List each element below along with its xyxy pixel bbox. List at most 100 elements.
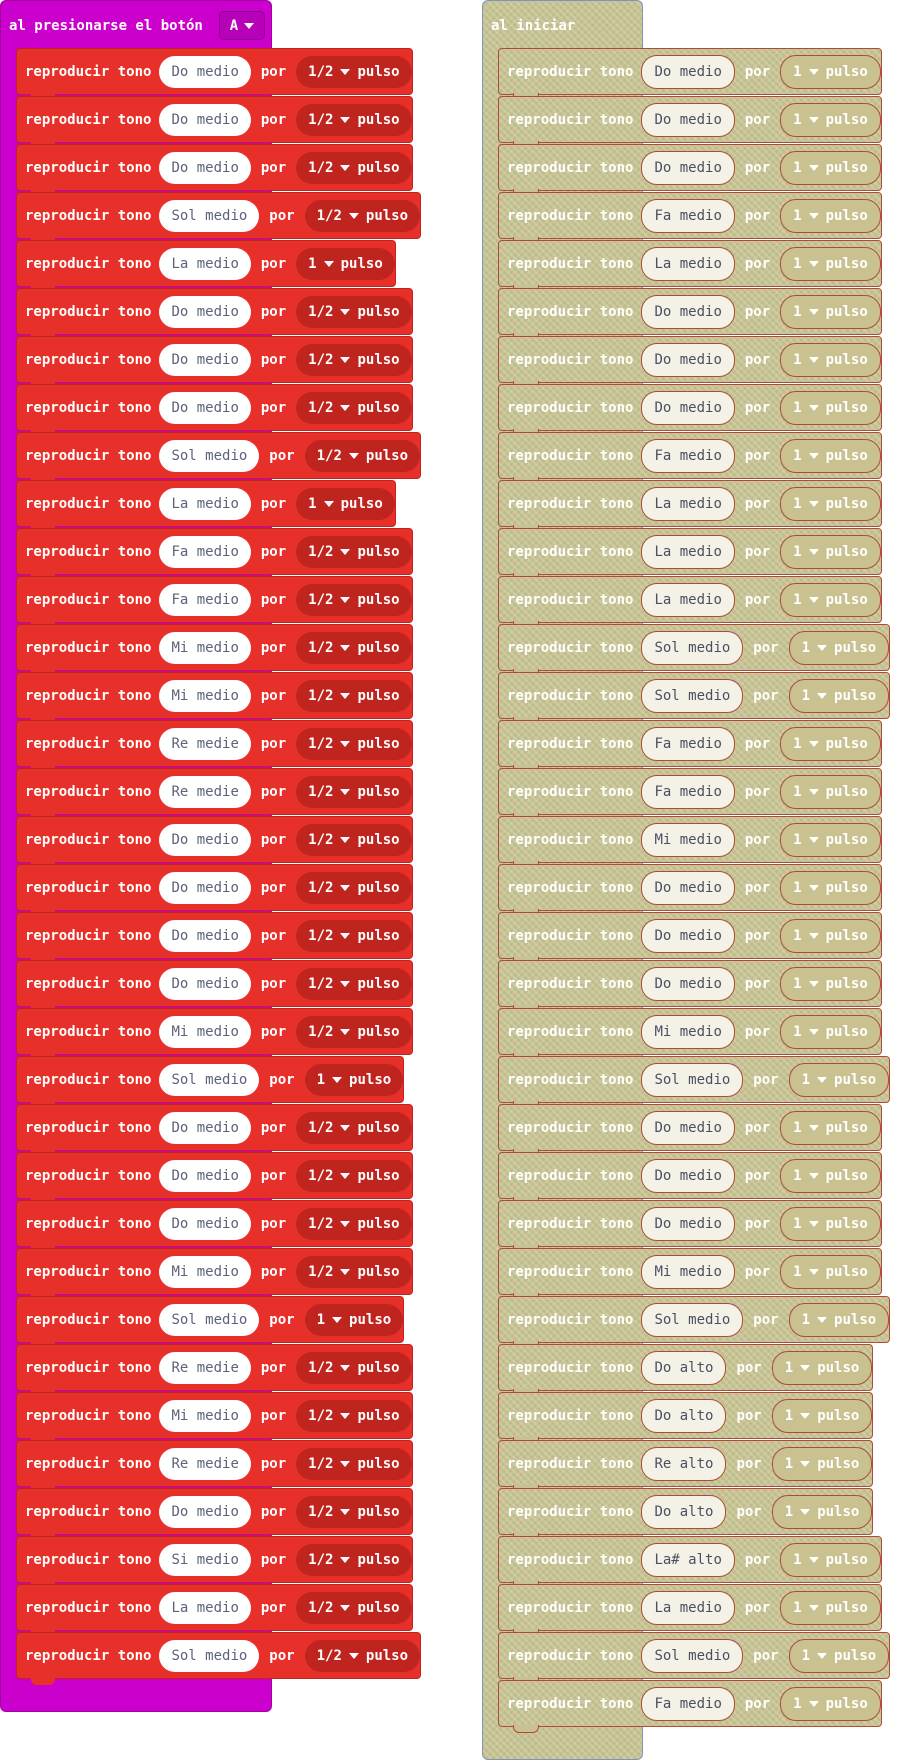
beat-dropdown[interactable]: 1 pulso [780,726,881,761]
play-tone-block[interactable]: reproducir tono Sol medio por 1/2 pulso [16,192,422,245]
note-field[interactable]: Mi medio [159,631,251,664]
beat-dropdown[interactable]: 1 pulso [771,1398,873,1433]
beat-dropdown[interactable]: 1/2 pulso [296,1015,412,1048]
play-tone-block[interactable]: reproducir tono Fa medio por 1 pulso [498,720,882,773]
note-field[interactable]: Do medio [641,1110,735,1145]
beat-dropdown[interactable]: 1/2 pulso [296,1543,412,1576]
beat-dropdown[interactable]: 1/2 pulso [296,295,412,328]
beat-dropdown[interactable]: 1 pulso [780,198,881,233]
note-field[interactable]: Do medio [159,391,251,424]
play-tone-block[interactable]: reproducir tono Do medio por 1 pulso [498,384,882,437]
note-field[interactable]: Do medio [159,1207,251,1240]
beat-dropdown[interactable]: 1 pulso [296,487,395,520]
play-tone-block[interactable]: reproducir tono Mi medio por 1/2 pulso [16,1392,413,1445]
play-tone-block[interactable]: reproducir tono Re medie por 1/2 pulso [16,1440,413,1493]
beat-dropdown[interactable]: 1 pulso [780,1158,881,1193]
note-field[interactable]: Sol medio [641,1638,744,1673]
play-tone-block[interactable]: reproducir tono Fa medio por 1 pulso [498,192,882,245]
note-field[interactable]: La medio [641,582,735,617]
play-tone-block[interactable]: reproducir tono Do medio por 1/2 pulso [16,384,413,437]
play-tone-block[interactable]: reproducir tono Sol medio por 1/2 pulso [16,432,422,485]
button-dropdown[interactable]: A [219,11,265,40]
play-tone-block[interactable]: reproducir tono Do medio por 1 pulso [498,1200,882,1253]
play-tone-block[interactable]: reproducir tono La medio por 1 pulso [498,576,882,629]
play-tone-block[interactable]: reproducir tono Do medio por 1 pulso [498,48,882,101]
beat-dropdown[interactable]: 1/2 pulso [296,679,412,712]
beat-dropdown[interactable]: 1 pulso [780,438,881,473]
play-tone-block[interactable]: reproducir tono Do medio por 1/2 pulso [16,960,413,1013]
beat-dropdown[interactable]: 1/2 pulso [304,199,421,232]
note-field[interactable]: Do medio [159,1111,251,1144]
note-field[interactable]: Do medio [641,966,735,1001]
play-tone-block[interactable]: reproducir tono Sol medio por 1 pulso [498,1056,891,1109]
note-field[interactable]: Fa medio [159,535,251,568]
beat-dropdown[interactable]: 1 pulso [788,678,890,713]
play-tone-block[interactable]: reproducir tono Sol medio por 1 pulso [16,1296,405,1349]
note-field[interactable]: Sol medio [159,1303,260,1336]
note-field[interactable]: Fa medio [641,726,735,761]
beat-dropdown[interactable]: 1 pulso [780,1686,881,1721]
play-tone-block[interactable]: reproducir tono Mi medio por 1/2 pulso [16,1248,413,1301]
beat-dropdown[interactable]: 1 pulso [771,1350,873,1385]
play-tone-block[interactable]: reproducir tono Do medio por 1/2 pulso [16,816,413,869]
play-tone-block[interactable]: reproducir tono Sol medio por 1 pulso [498,624,891,677]
play-tone-block[interactable]: reproducir tono La medio por 1 pulso [16,480,396,533]
beat-dropdown[interactable]: 1/2 pulso [296,1111,412,1144]
note-field[interactable]: Re medie [159,775,251,808]
note-field[interactable]: La medio [159,1591,251,1624]
note-field[interactable]: Mi medio [641,822,735,857]
play-tone-block[interactable]: reproducir tono Fa medio por 1 pulso [498,1680,882,1733]
note-field[interactable]: Do alto [641,1398,727,1433]
note-field[interactable]: Do medio [159,1495,251,1528]
note-field[interactable]: Do medio [159,967,251,1000]
play-tone-block[interactable]: reproducir tono Do medio por 1/2 pulso [16,1488,413,1541]
note-field[interactable]: Sol medio [159,1063,260,1096]
note-field[interactable]: Mi medio [159,1255,251,1288]
beat-dropdown[interactable]: 1 pulso [780,870,881,905]
beat-dropdown[interactable]: 1/2 pulso [296,343,412,376]
note-field[interactable]: Re medie [159,1447,251,1480]
note-field[interactable]: Do medio [641,54,735,89]
play-tone-block[interactable]: reproducir tono La# alto por 1 pulso [498,1536,882,1589]
play-tone-block[interactable]: reproducir tono Do medio por 1/2 pulso [16,288,413,341]
note-field[interactable]: Do medio [159,343,251,376]
beat-dropdown[interactable]: 1 pulso [788,1638,890,1673]
play-tone-block[interactable]: reproducir tono Do medio por 1 pulso [498,336,882,389]
play-tone-block[interactable]: reproducir tono Do alto por 1 pulso [498,1392,874,1445]
play-tone-block[interactable]: reproducir tono Do medio por 1/2 pulso [16,144,413,197]
play-tone-block[interactable]: reproducir tono Mi medio por 1 pulso [498,1008,882,1061]
play-tone-block[interactable]: reproducir tono Sol medio por 1 pulso [16,1056,405,1109]
note-field[interactable]: Mi medio [159,1015,251,1048]
play-tone-block[interactable]: reproducir tono Do medio por 1 pulso [498,96,882,149]
note-field[interactable]: Si medio [159,1543,251,1576]
note-field[interactable]: Fa medio [641,1686,735,1721]
note-field[interactable]: Fa medio [641,198,735,233]
note-field[interactable]: La medio [641,486,735,521]
beat-dropdown[interactable]: 1/2 pulso [296,535,412,568]
play-tone-block[interactable]: reproducir tono Do medio por 1 pulso [498,960,882,1013]
play-tone-block[interactable]: reproducir tono Do medio por 1/2 pulso [16,1104,413,1157]
play-tone-block[interactable]: reproducir tono Sol medio por 1/2 pulso [16,1632,422,1685]
beat-dropdown[interactable]: 1 pulso [780,390,881,425]
note-field[interactable]: Fa medio [641,438,735,473]
play-tone-block[interactable]: reproducir tono Mi medio por 1/2 pulso [16,1008,413,1061]
beat-dropdown[interactable]: 1/2 pulso [296,1447,412,1480]
note-field[interactable]: La medio [641,534,735,569]
play-tone-block[interactable]: reproducir tono Do medio por 1 pulso [498,912,882,965]
beat-dropdown[interactable]: 1 pulso [780,918,881,953]
beat-dropdown[interactable]: 1 pulso [771,1446,873,1481]
note-field[interactable]: Do medio [159,1159,251,1192]
note-field[interactable]: Sol medio [159,1639,260,1672]
note-field[interactable]: Do medio [641,1158,735,1193]
note-field[interactable]: Do medio [159,103,251,136]
note-field[interactable]: Mi medio [641,1254,735,1289]
beat-dropdown[interactable]: 1/2 pulso [296,1495,412,1528]
note-field[interactable]: Re medie [159,727,251,760]
note-field[interactable]: La medio [641,1590,735,1625]
play-tone-block[interactable]: reproducir tono La medio por 1 pulso [498,240,882,293]
play-tone-block[interactable]: reproducir tono Fa medio por 1/2 pulso [16,576,413,629]
beat-dropdown[interactable]: 1/2 pulso [296,583,412,616]
note-field[interactable]: Do medio [159,55,251,88]
play-tone-block[interactable]: reproducir tono La medio por 1 pulso [16,240,396,293]
beat-dropdown[interactable]: 1 pulso [780,534,881,569]
